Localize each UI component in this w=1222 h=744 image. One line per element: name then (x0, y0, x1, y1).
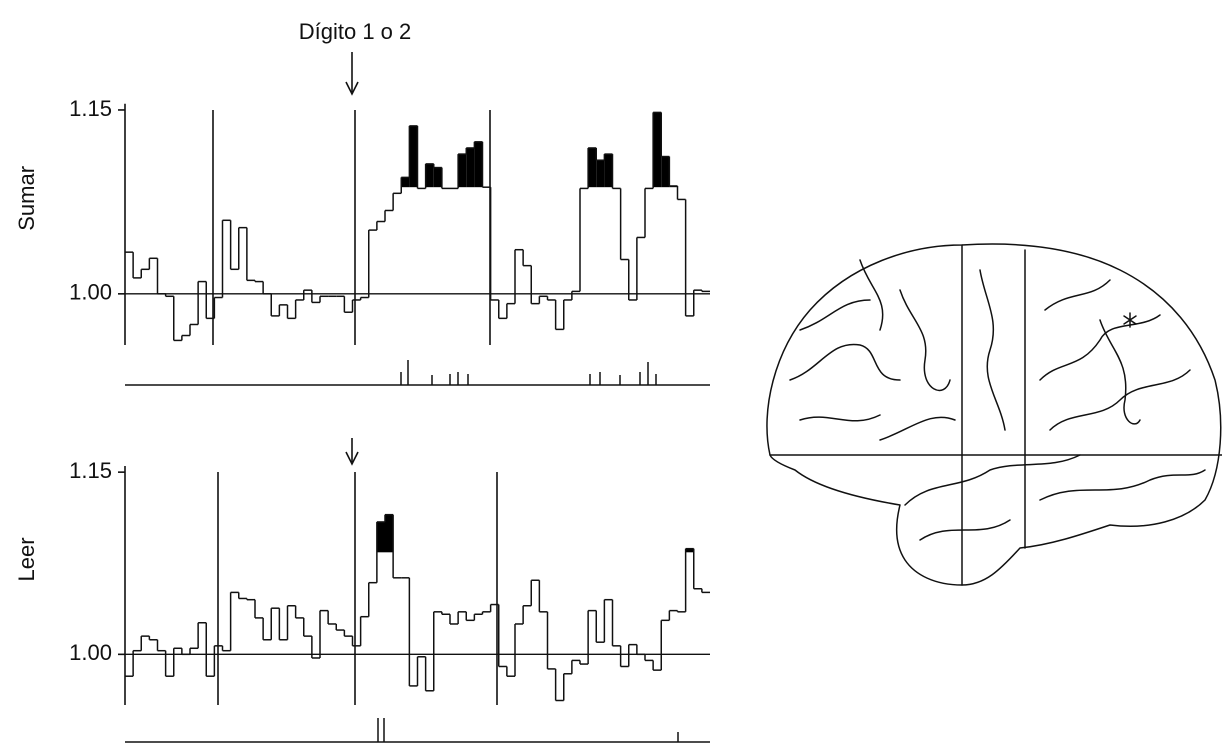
significant-fill (433, 167, 442, 188)
arrow-head (345, 451, 359, 466)
y-tick-label: 1.15 (69, 458, 112, 483)
significant-fill (376, 521, 385, 553)
significant-fill (385, 514, 394, 553)
arrows (345, 52, 359, 466)
significant-fill (474, 141, 483, 188)
significant-fill (409, 125, 418, 188)
asterisk (1123, 312, 1137, 328)
significant-fill (604, 154, 613, 188)
significant-fill (588, 147, 597, 188)
y-axis-label: Leer (14, 537, 39, 581)
significant-fill (401, 177, 410, 188)
significant-fill (466, 147, 475, 188)
raster-ticks (400, 360, 657, 385)
y-tick-label: 1.00 (69, 280, 112, 305)
significant-fill (661, 156, 670, 188)
y-axis-label: Sumar (14, 166, 39, 231)
significant-fill (596, 160, 605, 188)
significant-fill (425, 163, 434, 188)
raster (125, 360, 710, 743)
y-tick-label: 1.15 (69, 96, 112, 121)
significant-fill (653, 112, 662, 188)
brain (766, 243, 1222, 586)
significant-fill (458, 154, 467, 188)
raster-ticks (377, 718, 679, 742)
significant-fill (685, 548, 694, 553)
y-tick-label: 1.00 (69, 640, 112, 665)
brain-outline (766, 243, 1222, 586)
annotation: Dígito 1 o 2 (299, 19, 412, 44)
arrow-head (345, 81, 359, 96)
